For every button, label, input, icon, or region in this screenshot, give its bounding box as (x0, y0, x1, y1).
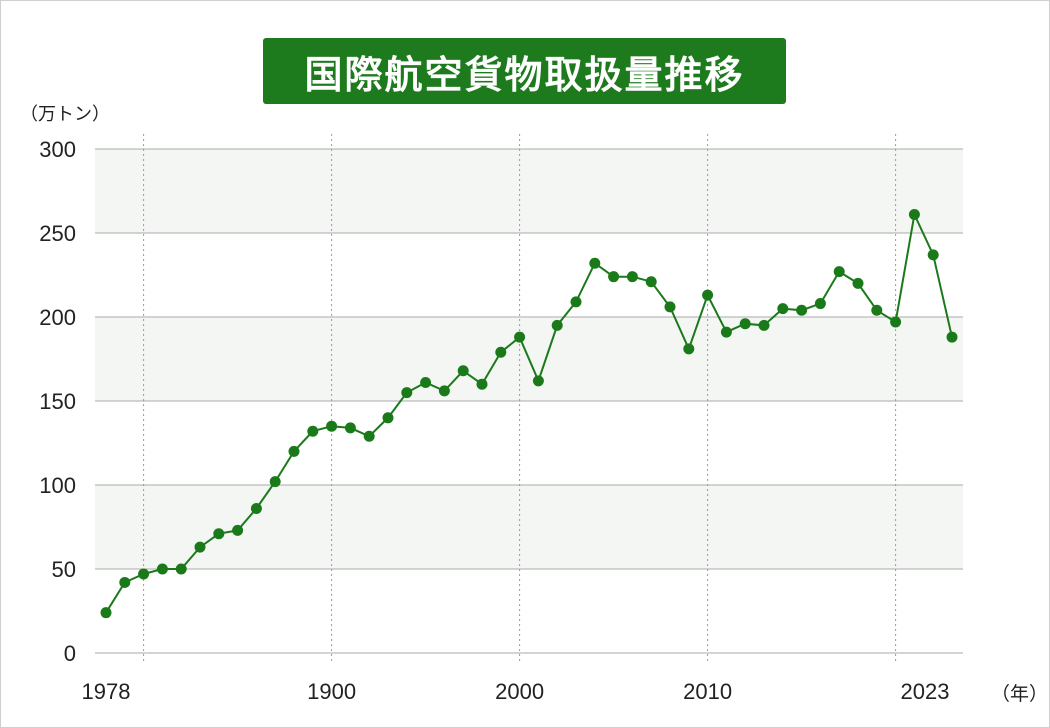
y-tick-label: 300 (39, 137, 76, 162)
horizontal-gridlines (95, 148, 963, 654)
data-point (589, 257, 601, 269)
x-tick-label: 1900 (307, 679, 356, 704)
data-point (626, 271, 638, 283)
data-point (871, 304, 883, 316)
grid-band (95, 149, 963, 233)
data-point (269, 476, 281, 488)
data-point (551, 319, 563, 331)
data-point (814, 298, 826, 310)
data-point (344, 422, 356, 434)
data-point (213, 528, 225, 540)
data-point (232, 524, 244, 536)
data-point (420, 377, 432, 389)
data-point (138, 568, 150, 580)
data-point (758, 319, 770, 331)
data-point (119, 576, 131, 588)
y-tick-label: 0 (64, 641, 76, 666)
data-point (946, 331, 958, 343)
data-point (382, 412, 394, 424)
data-point (307, 425, 319, 437)
data-point (796, 304, 808, 316)
data-point (683, 343, 695, 355)
x-axis-unit: （年） (991, 683, 1049, 705)
data-point (476, 378, 488, 390)
data-point (457, 365, 469, 377)
y-axis-unit: （万トン） (20, 104, 110, 125)
data-point (100, 607, 112, 619)
series-line (105, 211, 953, 614)
data-point (908, 209, 920, 221)
data-point (645, 276, 657, 288)
y-tick-label: 200 (39, 305, 76, 330)
x-tick-label: 1978 (82, 679, 131, 704)
data-point (664, 301, 676, 313)
x-tick-label: 2023 (901, 679, 950, 704)
y-tick-label: 250 (39, 221, 76, 246)
data-point (495, 346, 507, 358)
data-point (852, 277, 864, 289)
data-point (890, 316, 902, 328)
chart-title: 国際航空貨物取扱量推移 (304, 52, 745, 97)
data-series (100, 209, 958, 619)
data-point (777, 303, 789, 315)
data-point (608, 271, 620, 283)
data-point (570, 296, 582, 308)
grid-band (95, 485, 963, 569)
data-point (833, 266, 845, 278)
x-tick-label: 2000 (495, 679, 544, 704)
data-point (326, 420, 338, 432)
data-point (194, 541, 206, 553)
data-point (401, 387, 413, 399)
data-point (175, 563, 187, 575)
data-point (156, 563, 168, 575)
y-tick-label: 100 (39, 473, 76, 498)
data-point (720, 326, 732, 338)
x-tick-label: 2010 (683, 679, 732, 704)
x-tick-labels: 1978 1900 2000 2010 2023 (82, 679, 950, 704)
data-point (363, 430, 375, 442)
data-point (288, 445, 300, 457)
y-tick-label: 150 (39, 389, 76, 414)
data-point (514, 331, 526, 343)
data-point (438, 385, 450, 397)
chart-title-box: 国際航空貨物取扱量推移 (263, 38, 786, 104)
y-tick-label: 50 (52, 557, 76, 582)
data-point (250, 503, 262, 515)
data-point (532, 375, 544, 387)
data-point (739, 318, 751, 330)
data-point (927, 249, 939, 261)
y-tick-labels: 0 50 100 150 200 250 300 (39, 137, 76, 666)
data-point (702, 289, 714, 301)
